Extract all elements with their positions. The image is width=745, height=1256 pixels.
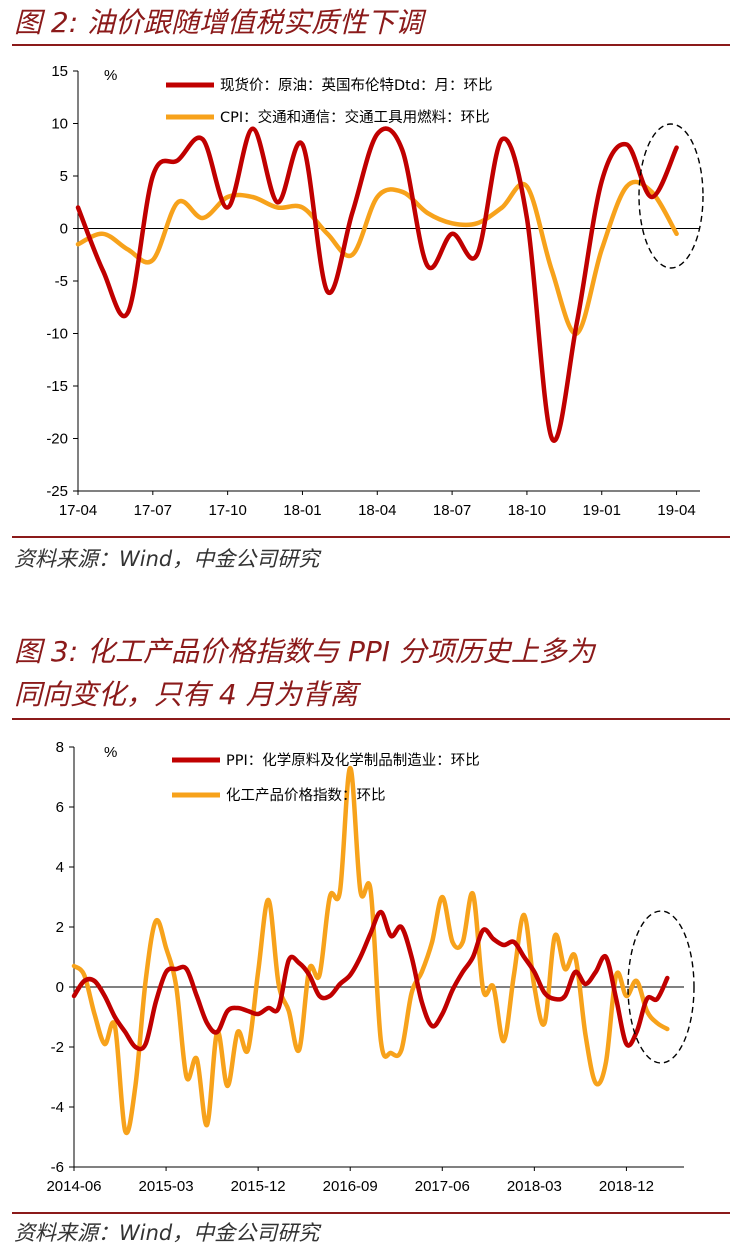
chart-2-ticks: 8 6 4 2 0 -2 -4 -6 2014-06 2015-03 2015-12 2016-09 2…: [46, 739, 653, 1195]
c2-xtick-label: 2015-03: [139, 1178, 194, 1195]
c1-xtick-label: 18-07: [433, 502, 471, 519]
chart-1-source: 资料来源：Wind，中金公司研究: [14, 547, 320, 571]
chart-2-bottom-rule: [12, 1212, 730, 1214]
c2-xtick-label: 2018-12: [599, 1178, 654, 1195]
c1-legend-label: 现货价：原油：英国布伦特Dtd：月：环比: [220, 76, 493, 94]
c2-legend-label: PPI：化学原料及化学制品制造业：环比: [226, 752, 480, 769]
chart-2-source: 资料来源：Wind，中金公司研究: [14, 1221, 320, 1245]
figure-3-title-line2: 同向变化，只有 4 月为背离: [14, 678, 358, 711]
c1-ytick-label: -20: [46, 431, 68, 448]
c2-ytick-label: -4: [51, 1099, 64, 1116]
title-rule-top: [12, 44, 730, 46]
c1-ytick-label: 15: [51, 63, 68, 80]
c1-xtick-label: 18-01: [283, 502, 321, 519]
c1-unit-label: %: [104, 67, 117, 84]
oil-price-chart: 15 10 5 0 -5 -10 -15 -20 -25 17-04 17-07 17-10 18-01…: [46, 63, 704, 519]
chart-2-highlight-ellipse: [627, 910, 695, 1064]
c1-xtick-label: 17-10: [208, 502, 246, 519]
chart-2-axes: [73, 747, 684, 1168]
c1-ytick-label: -5: [55, 273, 68, 290]
chemical-price-chart: 8 6 4 2 0 -2 -4 -6 2014-06 2015-03 2015-12 2016-09 2…: [46, 739, 695, 1195]
c1-series-red-line: [75, 126, 679, 443]
c1-xtick-label: 19-04: [657, 502, 695, 519]
c2-ytick-label: 0: [56, 979, 64, 996]
c2-ytick-label: -2: [51, 1039, 64, 1056]
c2-xtick-label: 2015-12: [231, 1178, 286, 1195]
figure-2-title: 图 2: 油价跟随增值税实质性下调: [14, 6, 424, 39]
c2-legend-label: 化工产品价格指数：环比: [226, 787, 386, 804]
chart-1-series: [75, 126, 679, 443]
c1-xtick-label: 18-04: [358, 502, 396, 519]
c1-ytick-label: 0: [60, 221, 68, 238]
chart-2-series: [71, 765, 670, 1136]
chart-1-axes: [77, 71, 700, 492]
c1-ytick-label: -15: [46, 378, 68, 395]
c2-ytick-label: 2: [56, 919, 64, 936]
title-rule-mid: [12, 718, 730, 720]
c1-xtick-label: 17-04: [59, 502, 97, 519]
c2-series-orange-line: [71, 765, 670, 1136]
c2-xtick-label: 2014-06: [46, 1178, 101, 1195]
c2-ytick-label: 4: [56, 859, 64, 876]
c1-xtick-label: 19-01: [583, 502, 621, 519]
c2-xtick-label: 2017-06: [415, 1178, 470, 1195]
figure-3-title-line1: 图 3: 化工产品价格指数与 PPI 分项历史上多为: [14, 635, 595, 668]
c2-xtick-label: 2016-09: [323, 1178, 378, 1195]
c1-series-orange-line: [75, 179, 679, 336]
c1-legend-label: CPI：交通和通信：交通工具用燃料：环比: [220, 108, 490, 126]
chart-1-highlight-ellipse: [638, 123, 704, 269]
c1-xtick-label: 17-07: [134, 502, 172, 519]
chart-1-ticks: 15 10 5 0 -5 -10 -15 -20 -25 17-04 17-07 17-10 18-01…: [46, 63, 695, 519]
c2-xtick-label: 2018-03: [507, 1178, 562, 1195]
chart-1-bottom-rule: [12, 536, 730, 538]
c2-unit-label: %: [104, 744, 117, 761]
c1-ytick-label: -25: [46, 483, 68, 500]
c2-ytick-label: -6: [51, 1159, 64, 1176]
c1-ytick-label: 5: [60, 168, 68, 185]
c1-ytick-label: 10: [51, 116, 68, 133]
chart-1-legend: 现货价：原油：英国布伦特Dtd：月：环比 CPI：交通和通信：交通工具用燃料：环比: [166, 76, 493, 126]
c1-xtick-label: 18-10: [508, 502, 546, 519]
c2-ytick-label: 6: [56, 799, 64, 816]
c1-ytick-label: -10: [46, 326, 68, 343]
c2-ytick-label: 8: [56, 739, 64, 756]
c2-series-red-line: [71, 909, 670, 1052]
